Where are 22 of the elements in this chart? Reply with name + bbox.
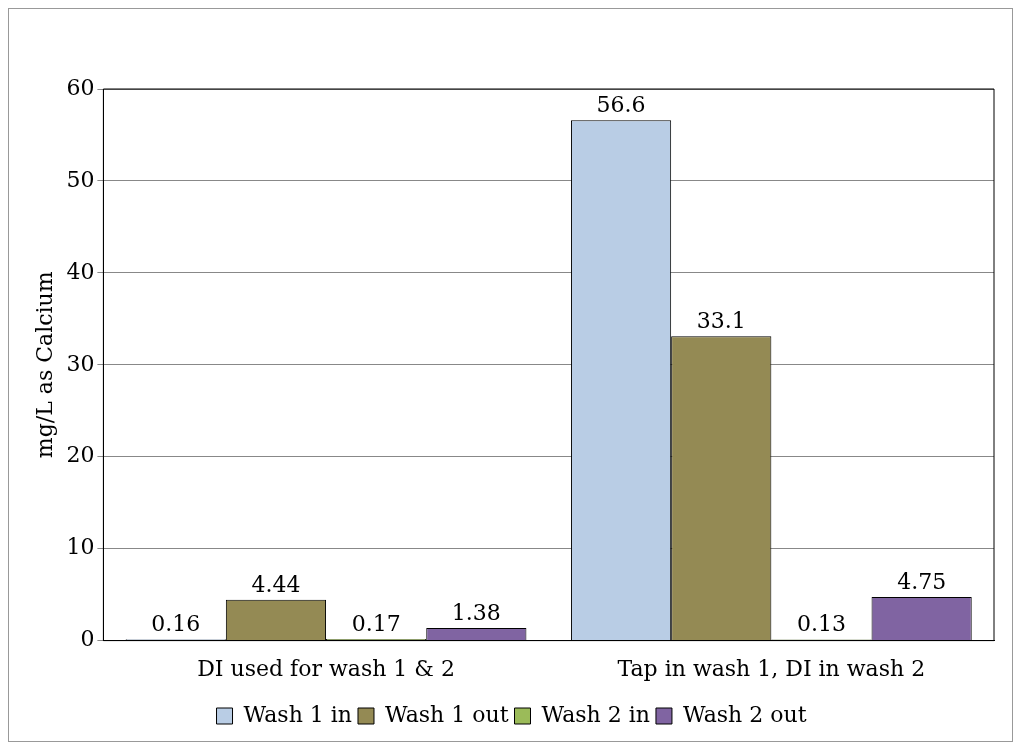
y-tick-label: 40 <box>66 258 95 284</box>
data-label: 1.38 <box>451 599 501 625</box>
x-tick-label: DI used for wash 1 & 2 <box>197 655 455 681</box>
y-tick-label: 50 <box>66 166 95 192</box>
y-tick-label: 60 <box>66 74 95 100</box>
data-label: 0.17 <box>351 610 401 636</box>
y-tick-label: 20 <box>66 442 95 468</box>
data-label: 0.16 <box>151 610 201 636</box>
data-label: 33.1 <box>696 308 746 334</box>
y-tick-label: 0 <box>80 626 95 652</box>
legend-label: Wash 2 in <box>541 701 650 727</box>
y-axis-title: mg/L as Calcium <box>31 271 57 459</box>
legend-label: Wash 1 out <box>384 701 509 727</box>
data-label: 4.44 <box>251 571 301 597</box>
y-tick-label: 30 <box>66 350 95 376</box>
legend-label: Wash 2 out <box>682 701 807 727</box>
legend-label: Wash 1 in <box>243 701 352 727</box>
data-label: 56.6 <box>596 91 646 117</box>
y-tick-label: 10 <box>66 534 95 560</box>
x-tick-label: Tap in wash 1, DI in wash 2 <box>617 655 926 681</box>
data-label: 0.13 <box>796 611 846 637</box>
data-label: 4.75 <box>897 568 947 594</box>
